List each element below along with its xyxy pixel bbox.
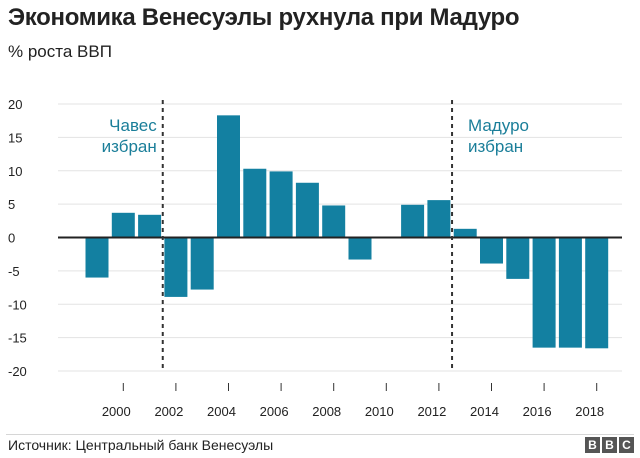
event-annotation-line: избран xyxy=(468,137,523,156)
x-tick-label: 2000 xyxy=(102,404,131,419)
x-tick-label: 2004 xyxy=(207,404,236,419)
bar-2008 xyxy=(322,205,346,238)
x-tick-label: 2010 xyxy=(365,404,394,419)
bar-chart: 20 15 10 5 0 -5 -10 -15 -20 Чавес избран Мадуро изб… xyxy=(8,97,622,419)
y-tick-label: -5 xyxy=(8,264,20,279)
y-tick-label: 15 xyxy=(8,130,22,145)
bar-2004 xyxy=(217,115,240,238)
y-tick-label: 20 xyxy=(8,97,22,112)
bar-2002 xyxy=(164,237,188,297)
chart-title: Экономика Венесуэлы рухнула при Мадуро xyxy=(8,4,520,31)
bbc-logo: B B C xyxy=(585,437,634,453)
bar-2001 xyxy=(138,214,162,238)
event-annotation-line: Мадуро xyxy=(468,116,529,135)
bar-2014 xyxy=(480,237,503,264)
x-tick-label: 2008 xyxy=(312,404,341,419)
y-tick-label: 5 xyxy=(8,197,15,212)
chart-subtitle: % роста ВВП xyxy=(8,42,112,61)
x-tick-label: 2016 xyxy=(523,404,552,419)
x-tick-label: 2018 xyxy=(575,404,604,419)
bar-2013 xyxy=(453,228,477,238)
bar-1999 xyxy=(85,237,109,278)
bar-2016 xyxy=(532,237,556,348)
event-annotation-line: Чавес xyxy=(109,116,157,135)
y-tick-label: -15 xyxy=(8,331,27,346)
y-tick-label: 0 xyxy=(8,231,15,246)
x-tick-label: 2006 xyxy=(260,404,289,419)
bar-2003 xyxy=(190,237,214,290)
bar-2017 xyxy=(558,237,582,348)
x-axis-ticks: 2000 2002 2004 2006 2008 2010 2012 2014 2016 2018 xyxy=(102,383,604,419)
event-annotation-line: избран xyxy=(102,137,157,156)
bar-2015 xyxy=(506,237,530,279)
x-tick-label: 2014 xyxy=(470,404,499,419)
bar-2009 xyxy=(348,237,372,260)
bbc-logo-letter: B xyxy=(602,437,617,453)
bar-2007 xyxy=(295,182,319,238)
bbc-logo-letter: B xyxy=(585,437,600,453)
bars xyxy=(85,115,609,349)
bar-2000 xyxy=(111,212,135,238)
y-tick-label: -10 xyxy=(8,297,27,312)
y-axis-ticks: 20 15 10 5 0 -5 -10 -15 -20 xyxy=(8,97,27,379)
bar-2005 xyxy=(243,168,267,238)
source-note: Источник: Центральный банк Венесуэлы xyxy=(8,437,274,453)
event-dividers xyxy=(161,100,454,372)
event-annotations: Чавес избран Мадуро избран xyxy=(102,116,529,156)
x-tick-label: 2012 xyxy=(417,404,446,419)
bar-2011 xyxy=(401,204,425,238)
bbc-logo-letter: C xyxy=(619,437,634,453)
y-tick-label: 10 xyxy=(8,164,22,179)
footer-divider xyxy=(6,434,634,435)
bar-2012 xyxy=(427,200,451,238)
gridlines xyxy=(58,103,622,372)
x-tick-label: 2002 xyxy=(154,404,183,419)
bar-2006 xyxy=(269,171,293,238)
y-tick-label: -20 xyxy=(8,364,27,379)
bar-2018 xyxy=(585,237,609,349)
